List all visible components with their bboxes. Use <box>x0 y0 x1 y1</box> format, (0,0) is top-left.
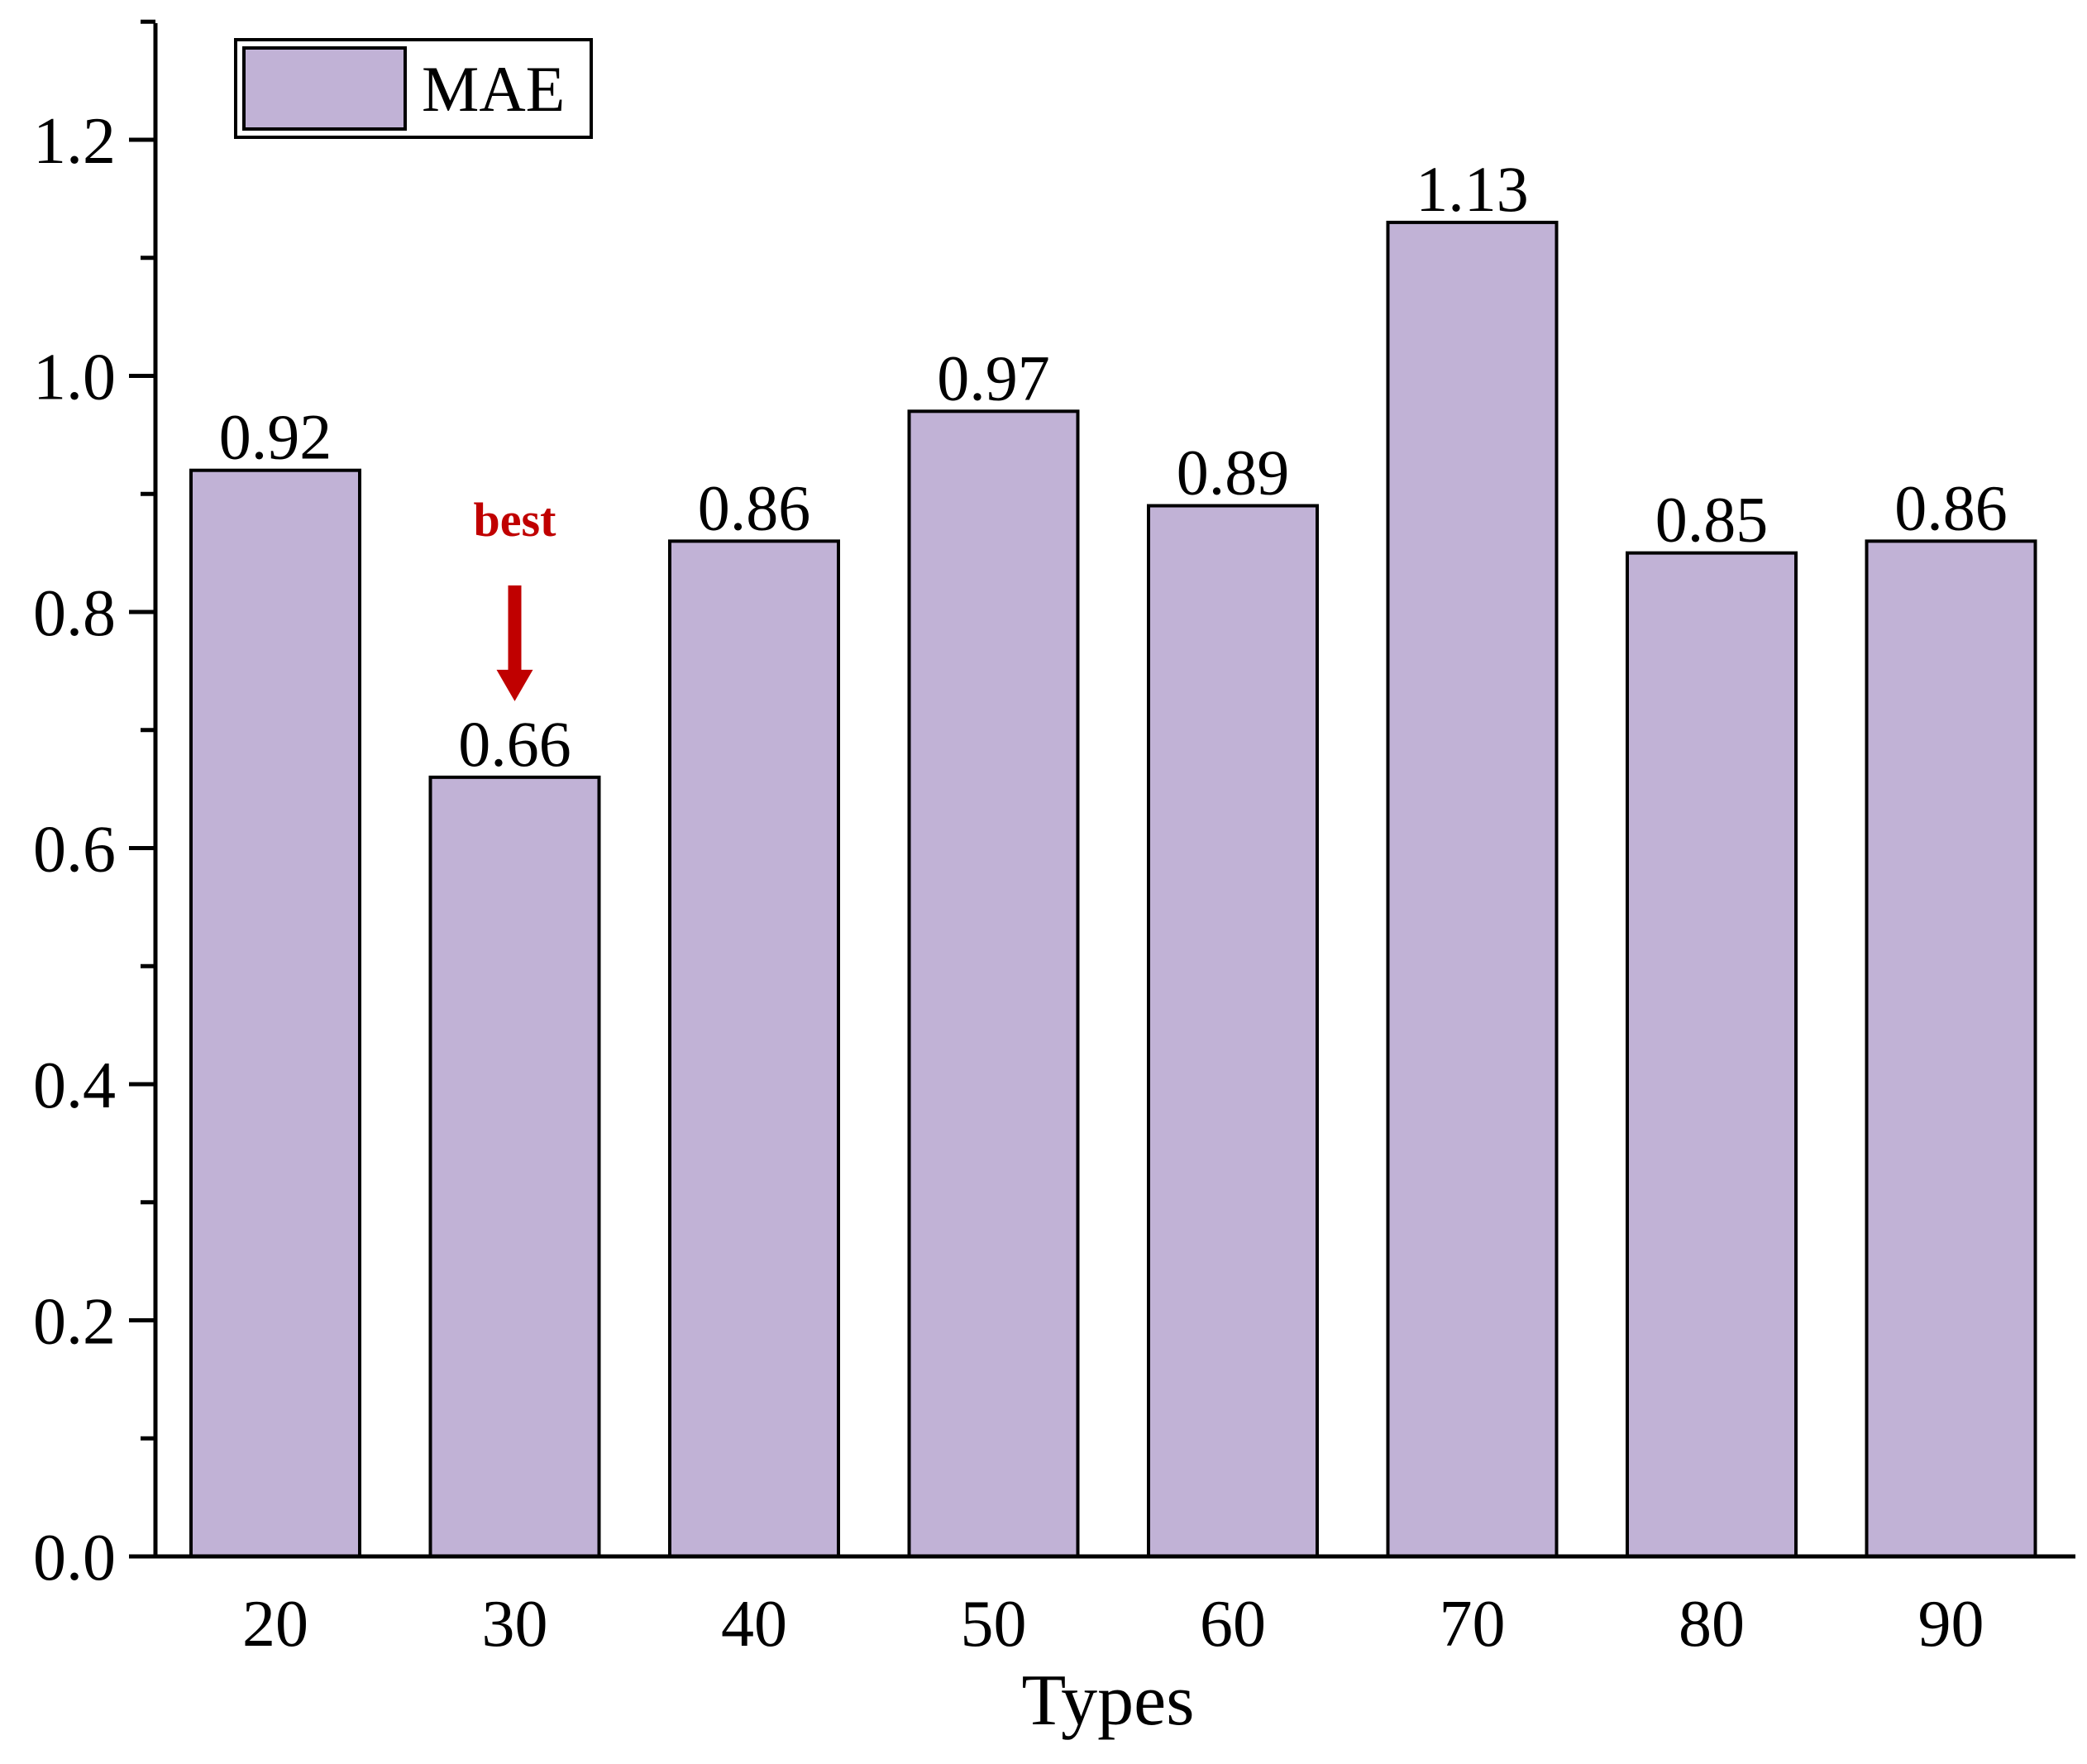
bar-value-label-70: 1.13 <box>1416 153 1529 225</box>
bar-60 <box>1147 504 1319 1558</box>
x-axis-title: Types <box>1022 1661 1195 1741</box>
y-tick-label: 0.4 <box>33 1049 116 1122</box>
y-tick-label: 0.8 <box>33 577 116 650</box>
x-tick-label-70: 70 <box>1440 1588 1506 1661</box>
y-tick-label: 0.2 <box>33 1286 116 1359</box>
y-tick-label: 0.6 <box>33 814 116 887</box>
x-tick-label-50: 50 <box>961 1588 1027 1661</box>
x-tick-label-30: 30 <box>482 1588 548 1661</box>
bar-90 <box>1865 539 2037 1558</box>
x-tick-label-40: 40 <box>721 1588 787 1661</box>
axes-layer <box>129 19 2075 1559</box>
y-tick-label: 1.2 <box>33 105 116 178</box>
down-arrow-icon <box>496 585 533 701</box>
bar-value-label-90: 0.86 <box>1894 471 2008 543</box>
x-tick-label-90: 90 <box>1918 1588 1984 1661</box>
best-annotation: best <box>474 493 557 701</box>
bar-30 <box>428 775 601 1558</box>
x-tick-label-60: 60 <box>1200 1588 1266 1661</box>
legend: MAE <box>234 38 593 139</box>
x-tick-label-20: 20 <box>242 1588 308 1661</box>
x-tick-labels: 20 30 40 50 60 70 80 90 <box>242 1588 1984 1661</box>
bar-70 <box>1386 220 1559 1558</box>
bar-40 <box>668 539 840 1558</box>
bar-labels-layer: 0.92 0.66 0.86 0.97 0.89 1.13 0.85 0.86 <box>219 153 2008 780</box>
bar-value-label-60: 0.89 <box>1177 437 1290 509</box>
legend-swatch-mae <box>242 46 407 131</box>
bar-value-label-20: 0.92 <box>219 401 332 473</box>
bar-value-label-50: 0.97 <box>937 342 1050 414</box>
y-tick-label: 1.0 <box>33 342 116 414</box>
best-annotation-label: best <box>474 493 557 547</box>
bars-layer <box>189 220 2037 1559</box>
bar-value-label-40: 0.86 <box>698 471 811 543</box>
y-tick-labels: 0.0 0.2 0.4 0.6 0.8 1.0 1.2 <box>33 105 116 1594</box>
x-tick-label-80: 80 <box>1679 1588 1745 1661</box>
y-tick-label: 0.0 <box>33 1522 116 1594</box>
bar-value-label-30: 0.66 <box>458 708 571 780</box>
bar-50 <box>907 409 1080 1559</box>
bar-80 <box>1626 551 1798 1558</box>
bar-value-label-80: 0.85 <box>1655 484 1769 556</box>
legend-label-mae: MAE <box>422 53 565 125</box>
bar-20 <box>189 468 361 1559</box>
